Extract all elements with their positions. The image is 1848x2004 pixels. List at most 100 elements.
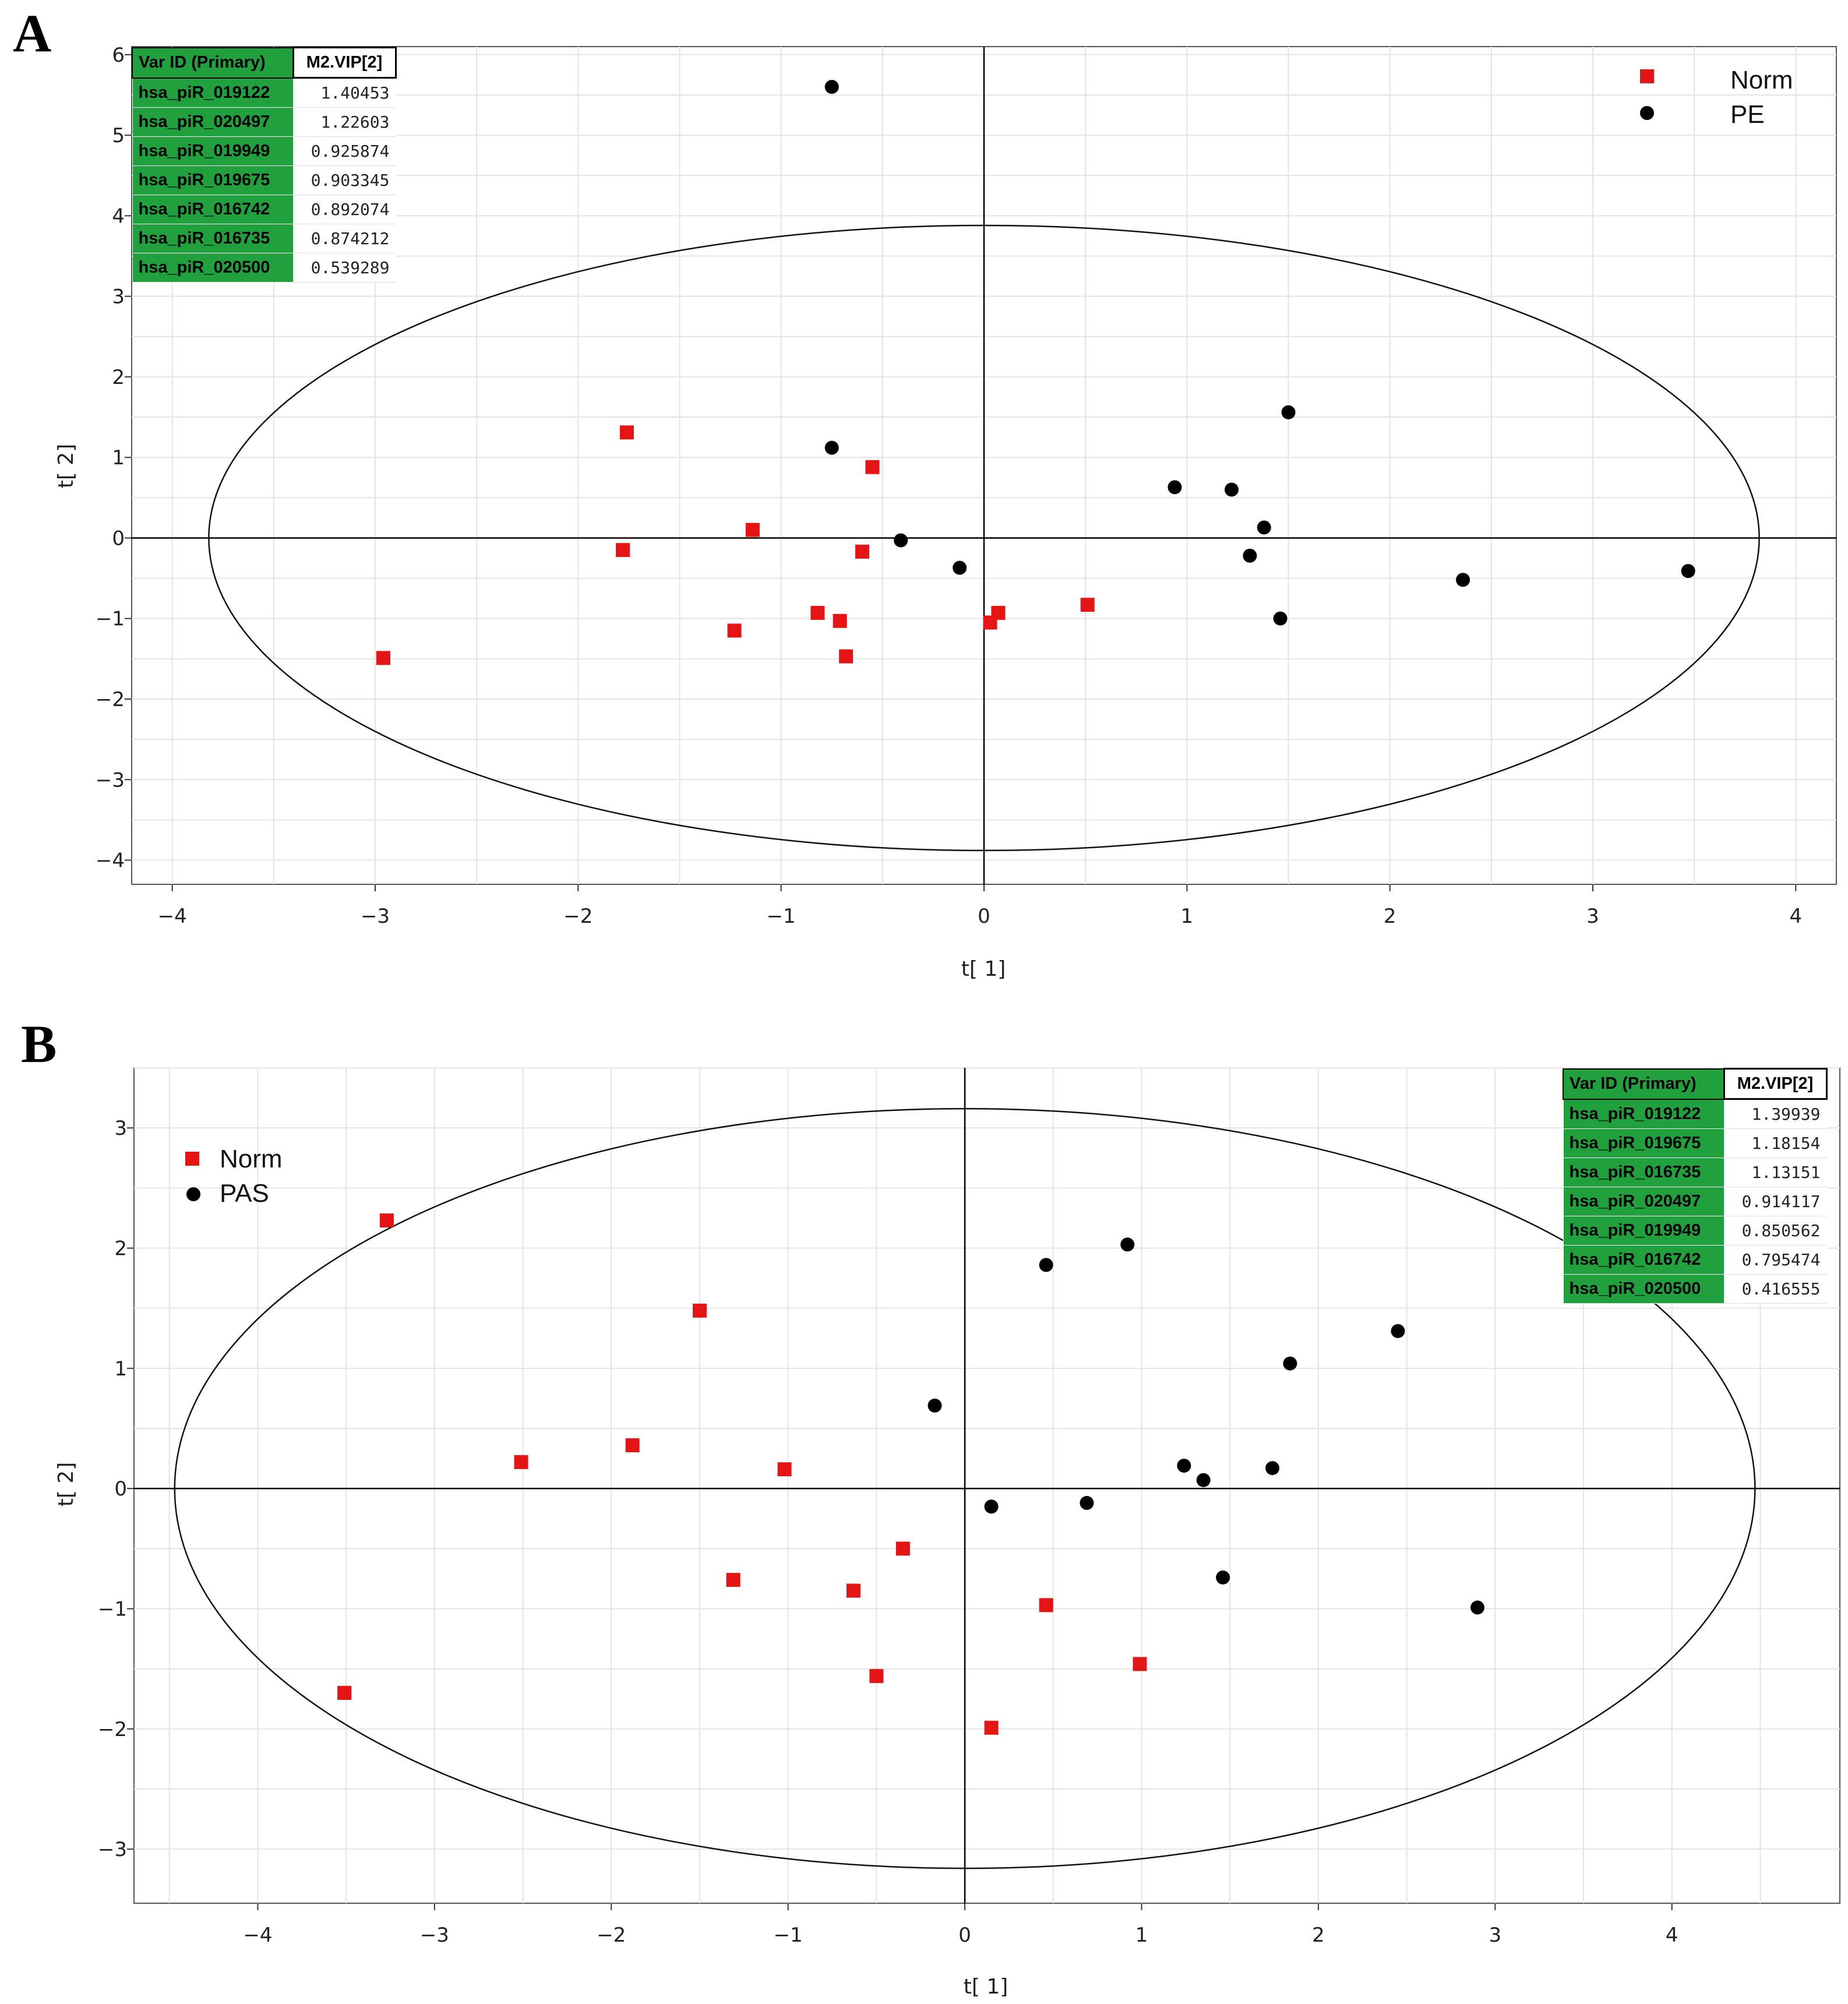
point-norm [514, 1455, 528, 1469]
vip-b-row-value: 0.850562 [1723, 1216, 1827, 1246]
point-pas [1039, 1258, 1053, 1272]
y-tick-label: 4 [112, 204, 125, 228]
vip-b-row-name: hsa_piR_019122 [1563, 1099, 1724, 1129]
panel-b-legend: Norm PAS [185, 1145, 283, 1208]
y-tick-label: 2 [112, 366, 125, 389]
point-norm [337, 1685, 352, 1700]
legend-a-pe-label: PE [1730, 100, 1765, 129]
vip-b-row-name: hsa_piR_016742 [1563, 1245, 1724, 1275]
panel-letter-a: A [13, 3, 51, 63]
point-norm [619, 425, 634, 440]
y-tick-label: 2 [114, 1237, 127, 1260]
vip-b-row-value: 1.18154 [1723, 1128, 1827, 1158]
point-pas [1283, 1356, 1297, 1371]
vip-a-row-value: 0.903345 [292, 165, 396, 195]
hotelling-ellipse-a [208, 224, 1760, 852]
vip-b-row-name: hsa_piR_019675 [1563, 1128, 1724, 1158]
panel-b-xlabel: t[ 1] [964, 1975, 1008, 1999]
legend-b-norm-marker [185, 1152, 199, 1166]
vip-b-row-value: 1.13151 [1723, 1158, 1827, 1187]
point-pas [1391, 1324, 1405, 1338]
y-tick-label: −1 [96, 608, 125, 631]
panel-letter-b: B [21, 1014, 57, 1074]
legend-b-pas-label: PAS [220, 1179, 269, 1208]
point-pas [1470, 1600, 1484, 1615]
y-tick-label: 5 [112, 124, 125, 147]
point-norm [833, 613, 847, 628]
vip-a-row-name: hsa_piR_020500 [132, 253, 294, 283]
vip-b-row-value: 0.914117 [1723, 1187, 1827, 1216]
point-pas [1265, 1461, 1280, 1476]
point-norm [615, 543, 630, 558]
point-norm [865, 460, 880, 474]
x-tick-label: 4 [1666, 1924, 1678, 1947]
x-tick-label: 3 [1586, 905, 1599, 928]
x-tick-label: −4 [243, 1924, 272, 1947]
x-tick-label: 0 [958, 1924, 971, 1947]
vip-b-row-name: hsa_piR_020497 [1563, 1187, 1724, 1216]
point-norm [1039, 1598, 1053, 1613]
point-pe [1243, 548, 1257, 563]
y-tick-label: 1 [114, 1357, 127, 1381]
point-pas [1080, 1495, 1094, 1510]
point-norm [983, 615, 997, 630]
point-norm [855, 544, 869, 559]
x-tick-label: 1 [1135, 1924, 1148, 1947]
x-tick-label: 3 [1489, 1924, 1502, 1947]
point-pas [927, 1398, 942, 1413]
point-norm [727, 623, 742, 638]
vip-b-row-name: hsa_piR_020500 [1563, 1274, 1724, 1304]
point-pe [1281, 405, 1296, 419]
point-norm [984, 1720, 999, 1735]
x-tick-label: 2 [1312, 1924, 1325, 1947]
x-tick-label: −2 [563, 905, 593, 928]
point-pe [1456, 573, 1470, 587]
panel-a-ylabel: t[ 2] [54, 444, 78, 489]
vip-b-row-value: 0.416555 [1723, 1274, 1827, 1304]
x-tick-label: −3 [420, 1924, 449, 1947]
vip-a-header-vip: M2.VIP[2] [292, 47, 397, 79]
vip-a-row-value: 0.925874 [292, 136, 396, 166]
point-pe [1224, 482, 1239, 497]
y-tick-label: 1 [112, 446, 125, 470]
x-tick-label: 4 [1790, 905, 1803, 928]
point-pas [1216, 1570, 1230, 1585]
panel-a-xlabel: t[ 1] [961, 957, 1006, 981]
y-tick-label: −3 [96, 768, 125, 792]
vip-a-row-value: 0.892074 [292, 195, 396, 224]
x-tick-label: 1 [1181, 905, 1194, 928]
vip-b-header-vip: M2.VIP[2] [1723, 1068, 1828, 1100]
x-tick-label: −1 [774, 1924, 803, 1947]
point-norm [745, 523, 760, 537]
y-tick-label: 3 [114, 1117, 127, 1140]
vip-a-row-name: hsa_piR_020497 [132, 107, 294, 137]
legend-a-pe-marker [1640, 106, 1654, 120]
vip-a-row-name: hsa_piR_016735 [132, 224, 294, 253]
point-pe [894, 533, 908, 548]
point-pe [1273, 611, 1288, 626]
vip-table-a: Var ID (Primary) M2.VIP[2] hsa_piR_01912… [132, 47, 397, 283]
panel-b-plot: −4 −3 −2 −1 0 1 2 3 4 −3 −2 −1 0 1 2 3 [98, 1067, 1840, 1947]
point-pe [1681, 564, 1695, 578]
panel-a-legend: Norm PE [1640, 66, 1793, 129]
vip-a-header-id: Var ID (Primary) [132, 47, 294, 79]
point-pas [1196, 1473, 1211, 1487]
vip-a-row-value: 1.40453 [292, 77, 396, 108]
point-norm [1133, 1657, 1147, 1671]
vip-b-row-value: 1.39939 [1723, 1099, 1827, 1129]
plot-frame-b [133, 1067, 1840, 1904]
point-norm [692, 1303, 707, 1318]
y-tick-label: −2 [98, 1718, 127, 1741]
y-tick-label: 6 [112, 44, 125, 67]
vip-b-header-id: Var ID (Primary) [1563, 1068, 1724, 1100]
point-norm [777, 1462, 792, 1477]
y-tick-label: −4 [96, 849, 125, 873]
x-tick-label: 2 [1384, 905, 1396, 928]
vip-b-row-name: hsa_piR_019949 [1563, 1216, 1724, 1246]
point-norm [376, 651, 390, 665]
vip-a-row-name: hsa_piR_019675 [132, 165, 294, 195]
vip-b-row-value: 0.795474 [1723, 1245, 1827, 1275]
point-pe [953, 560, 967, 575]
point-norm [810, 606, 825, 620]
